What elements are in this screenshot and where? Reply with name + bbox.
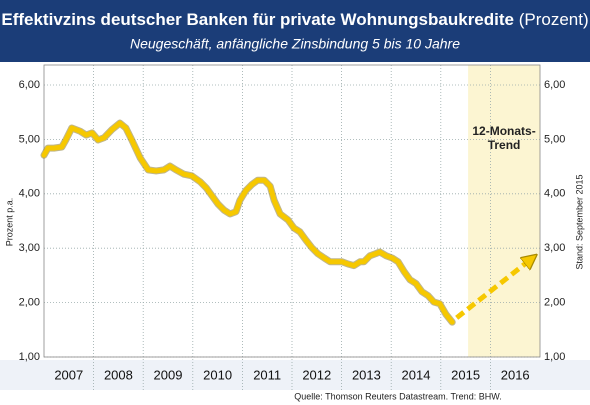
y2-tick-label: 1,00 [544,351,565,363]
y2-tick-label: 2,00 [544,297,565,309]
y-tick-label: 2,00 [19,297,40,309]
chart-title: Effektivzins deutscher Banken für privat… [1,10,588,29]
title-main: Effektivzins deutscher Banken für privat… [1,10,514,29]
y-tick-label: 5,00 [19,133,40,145]
y-axis-label: Prozent p.a. [4,198,14,247]
plot-frame [43,64,541,358]
x-tick-label: 2009 [154,367,183,382]
x-tick-label: 2015 [451,367,480,382]
x-tick-label: 2016 [501,367,530,382]
x-tick-label: 2012 [302,367,331,382]
source: Quelle: Thomson Reuters Datastream. Tren… [294,391,501,401]
x-tick-label: 2008 [104,367,133,382]
trend-label: 12-Monats- [472,124,535,138]
y2-tick-label: 4,00 [544,188,565,200]
x-tick-label: 2010 [203,367,232,382]
y2-tick-label: 6,00 [544,79,565,91]
y-tick-label: 6,00 [19,79,40,91]
x-axis-band [0,360,590,390]
x-tick-label: 2014 [402,367,431,382]
line [41,120,455,325]
x-tick-label: 2007 [54,367,83,382]
y2-tick-label: 5,00 [544,133,565,145]
chart-subtitle: Neugeschäft, anfängliche Zinsbindung 5 b… [130,36,460,52]
trend-region [468,65,540,357]
x-tick-label: 2013 [352,367,381,382]
y-tick-label: 3,00 [19,242,40,254]
y-tick-label: 1,00 [19,351,40,363]
trend-label: Trend [488,138,521,152]
trend-arrow [455,259,531,320]
y2-axis-label: Stand: September 2015 [574,174,584,269]
header-band [0,0,590,62]
title-suffix: (Prozent) [519,10,589,29]
plot-area: 12-Monats-Trend 1,00 2,00 3,00 4,00 5,00 6,00 1… [19,64,565,390]
x-tick-label: 2011 [253,367,281,382]
y-tick-label: 4,00 [19,188,40,200]
y2-tick-label: 3,00 [544,242,565,254]
